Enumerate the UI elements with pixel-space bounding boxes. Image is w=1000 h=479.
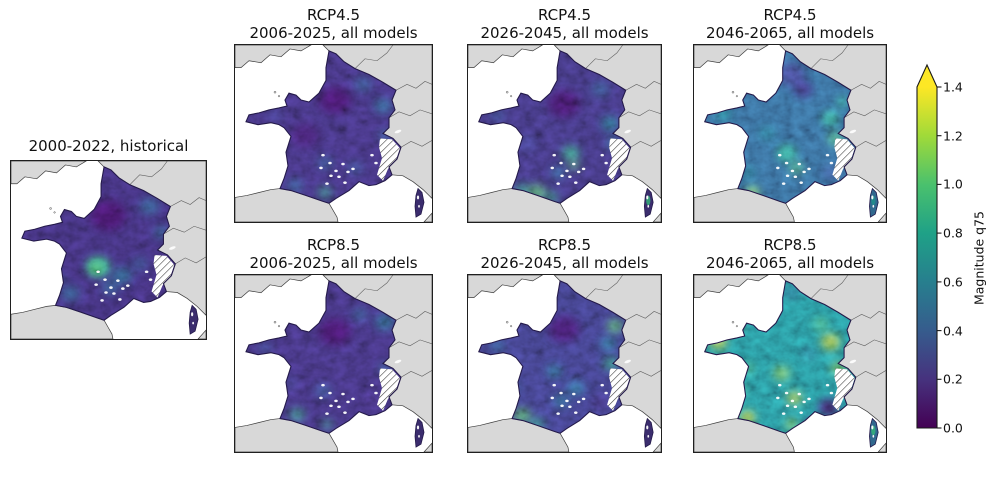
panel-title-line: RCP8.5 <box>537 236 592 254</box>
colorbar-tick-label: 0.6 <box>943 274 963 290</box>
panel-title-rcp45-3: RCP4.5 2046-2065, all models <box>693 6 887 42</box>
france-map-svg <box>11 161 206 339</box>
panel-title-rcp85-3: RCP8.5 2046-2065, all models <box>693 236 887 272</box>
france-map-svg <box>235 275 432 452</box>
panel-title-line: 2006-2025, all models <box>249 254 418 272</box>
map-rcp85-2006-2025 <box>234 274 433 453</box>
panel-title-line: RCP8.5 <box>763 236 817 254</box>
panel-title-line: 2006-2025, all models <box>249 24 418 42</box>
map-rcp45-2046-2065 <box>693 44 887 223</box>
panel-title-line: RCP8.5 <box>306 236 361 254</box>
colorbar-tick-label: 1.0 <box>943 176 963 192</box>
panel-title-line: 2026-2045, all models <box>480 254 649 272</box>
panel-title-rcp85-1: RCP8.5 2006-2025, all models <box>234 236 433 272</box>
panel-title-line: 2046-2065, all models <box>705 24 875 42</box>
colorbar-tick-label: 0.2 <box>943 371 963 387</box>
panel-title-line: RCP4.5 <box>306 6 361 24</box>
colorbar-gradient <box>916 63 942 429</box>
colorbar-tick-label: 0.0 <box>943 420 963 436</box>
france-map-svg <box>235 45 432 222</box>
colorbar-tick-label: 1.2 <box>943 128 963 144</box>
panel-title-line: 2046-2065, all models <box>705 254 875 272</box>
panel-title-line: 2000-2022, historical <box>28 137 189 155</box>
colorbar-tick-label: 0.8 <box>943 225 963 241</box>
map-rcp45-2026-2045 <box>467 44 662 223</box>
panel-title-rcp45-2: RCP4.5 2026-2045, all models <box>467 6 662 42</box>
map-rcp85-2026-2045 <box>467 274 662 453</box>
france-map-svg <box>694 45 886 222</box>
panel-title-rcp85-2: RCP8.5 2026-2045, all models <box>467 236 662 272</box>
panel-title-line: 2026-2045, all models <box>480 24 649 42</box>
colorbar-tick-label: 1.4 <box>943 79 963 95</box>
map-rcp45-2006-2025 <box>234 44 433 223</box>
france-map-svg <box>468 275 661 452</box>
colorbar-tick-label: 0.4 <box>943 323 963 339</box>
panel-title-line: RCP4.5 <box>537 6 592 24</box>
map-historical <box>10 160 207 340</box>
panel-title-rcp45-1: RCP4.5 2006-2025, all models <box>234 6 433 42</box>
france-map-svg <box>694 275 886 452</box>
panel-title-historical: 2000-2022, historical <box>10 137 207 155</box>
panel-title-line: RCP4.5 <box>763 6 817 24</box>
france-map-svg <box>468 45 661 222</box>
map-rcp85-2046-2065 <box>693 274 887 453</box>
colorbar-label: Magnitude q75 <box>971 210 987 306</box>
